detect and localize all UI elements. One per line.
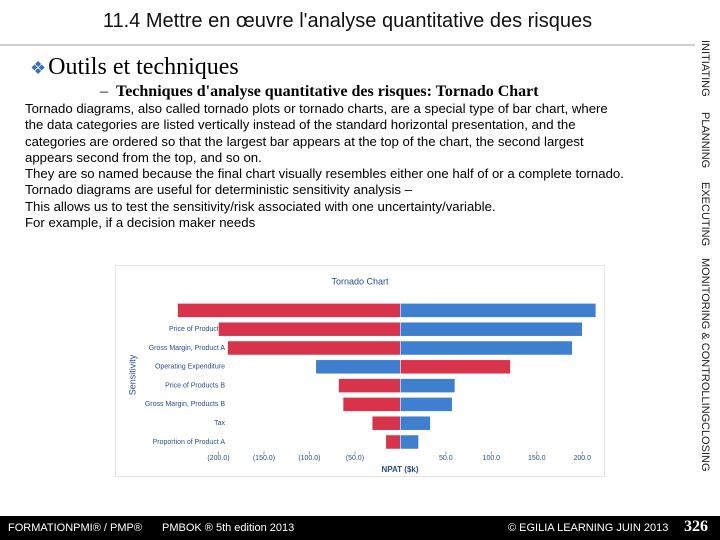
bar — [400, 397, 453, 412]
bar — [400, 321, 583, 337]
paragraph-line: appears second from the top, and so on. — [25, 149, 262, 165]
title-rule — [0, 44, 695, 46]
side-tab: EXECUTING — [699, 182, 711, 247]
bar — [400, 415, 431, 431]
bar — [342, 397, 401, 412]
subheading: Techniques d'analyse quantitative des ri… — [100, 83, 539, 101]
category-label: Proportion of Product A — [153, 439, 226, 446]
footer-right: © EGILIA LEARNING JUIN 2013 — [508, 522, 669, 534]
paragraph-line: They are so named because the final char… — [25, 166, 624, 182]
paragraph-line: This allows us to test the sensitivity/r… — [25, 198, 496, 214]
category-label: Gross Margin, Product A — [149, 345, 226, 352]
x-tick-label: 150.0 — [528, 455, 546, 462]
paragraph-line: For example, if a decision maker needs — [25, 215, 256, 231]
category-label: Operating Expenditure — [155, 364, 225, 371]
paragraph: Tornado diagrams, also called tornado pl… — [25, 101, 695, 231]
footer-center: PMBOK ® 5th edition 2013 — [162, 522, 295, 534]
paragraph-line: Tornado diagrams, also called tornado pl… — [25, 101, 608, 116]
x-tick-label: (100.0) — [298, 455, 320, 462]
paragraph-line: Tornado diagrams are useful for determin… — [25, 182, 413, 198]
slide-title: 11.4 Mettre en œuvre l'analyse quantitat… — [102, 10, 593, 32]
bar — [385, 434, 401, 450]
bar — [371, 415, 401, 431]
y-axis-label: Sensitivity — [127, 354, 137, 395]
bar — [218, 321, 401, 337]
x-tick-label: 200.0 — [573, 455, 591, 462]
category-label: Gross Margin, Products B — [145, 401, 225, 408]
category-label: Price of Product A — [169, 326, 225, 333]
x-tick-label: (50.0) — [346, 455, 364, 462]
paragraph-line: categories are ordered so that the large… — [25, 133, 584, 149]
footer-left: FORMATIONPMI® / PMP® — [8, 522, 142, 534]
side-tab: INITIATING — [699, 40, 711, 97]
bar — [338, 378, 401, 393]
x-tick-label: 100.0 — [483, 455, 501, 462]
side-tab: CLOSING — [699, 422, 711, 472]
bar — [400, 359, 511, 375]
bar — [227, 340, 401, 356]
paragraph-line: the data categories are listed verticall… — [25, 117, 576, 133]
category-label: Price of Products B — [165, 382, 225, 389]
bar — [400, 378, 456, 393]
side-tab: PLANNING — [699, 112, 711, 169]
page-number: 326 — [684, 518, 708, 535]
bar — [400, 434, 419, 450]
side-tabs: INITIATING PLANNING EXECUTING MONITORING & … — [695, 40, 720, 515]
side-tab: MONITORING & CONTROLLING — [699, 258, 711, 423]
footer: FORMATIONPMI® / PMP® PMBOK ® 5th edition… — [0, 516, 720, 540]
x-tick-label: (150.0) — [253, 455, 275, 462]
bar — [315, 359, 401, 375]
x-axis-label: NPAT ($k) — [381, 465, 418, 474]
chart-title: Tornado Chart — [331, 276, 389, 286]
bar — [400, 303, 597, 318]
bullet: Outils et techniques — [30, 54, 239, 81]
x-tick-label: 50.0 — [439, 455, 453, 462]
bar — [177, 303, 401, 318]
x-tick-label: (200.0) — [207, 455, 229, 462]
category-label: Tax — [214, 420, 225, 427]
bar — [400, 340, 573, 356]
